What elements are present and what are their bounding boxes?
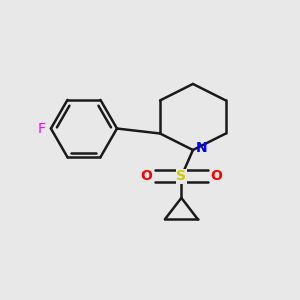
Text: O: O: [210, 169, 222, 183]
Text: O: O: [140, 169, 152, 183]
Text: N: N: [196, 141, 207, 155]
Text: F: F: [38, 122, 46, 136]
Text: S: S: [176, 169, 186, 183]
